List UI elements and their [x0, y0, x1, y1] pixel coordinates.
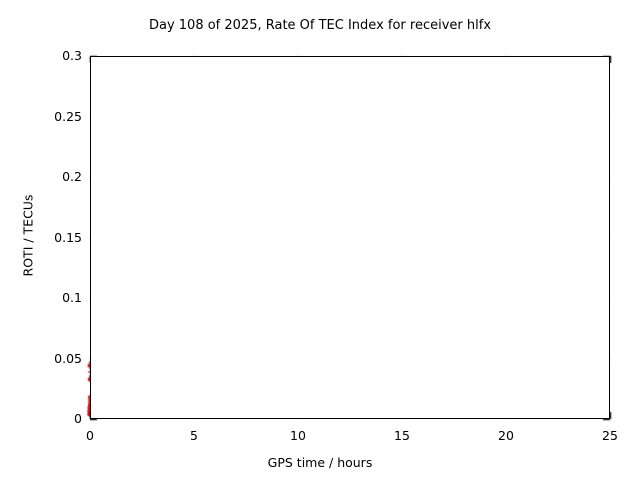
y-tick-label: 0.05: [54, 350, 82, 366]
x-tick-label: 20: [498, 428, 514, 443]
y-axis-label: ROTI / TECUs: [20, 194, 36, 277]
y-tick-label: 0.3: [62, 48, 82, 63]
x-axis-label: GPS time / hours: [267, 455, 373, 470]
y-tick-label: 0.25: [54, 108, 82, 124]
x-tick-label: 10: [290, 428, 306, 443]
plot-frame: [90, 56, 610, 419]
x-tick-label: 0: [86, 428, 94, 443]
y-tick-label: 0.15: [54, 229, 82, 245]
y-tick-label: 0.1: [62, 290, 82, 305]
x-tick-label: 25: [602, 428, 618, 443]
x-tick-label: 15: [394, 428, 410, 443]
x-tick-label: 5: [190, 428, 198, 443]
y-tick-label: 0.2: [62, 169, 82, 184]
y-tick-label: 0: [74, 411, 82, 426]
